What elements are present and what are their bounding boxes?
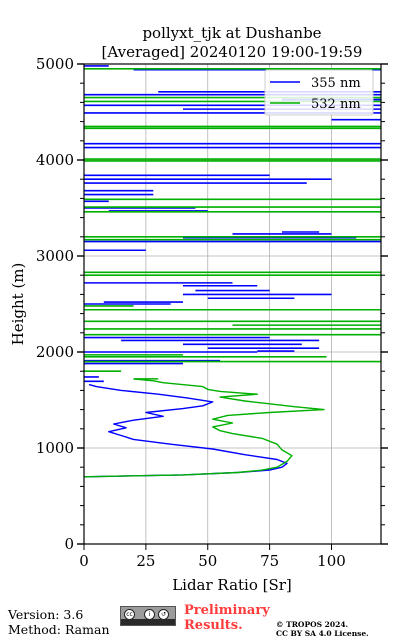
preliminary-line2: Results. — [184, 618, 243, 633]
cc-by-sa-icon: cc i ↺ — [120, 606, 176, 626]
chart-title-line1: pollyxt_tjk at Dushanbe — [142, 24, 321, 42]
x-tick-label: 0 — [79, 552, 89, 570]
series-line — [83, 383, 288, 478]
y-axis-label: Height (m) — [9, 263, 27, 346]
x-tick-label: 25 — [136, 552, 155, 570]
x-axis-label: Lidar Ratio [Sr] — [172, 576, 292, 594]
preliminary-line1: Preliminary — [184, 603, 270, 618]
method-label: Method: Raman — [8, 622, 110, 637]
y-tick-label: 0 — [64, 535, 74, 553]
x-tick-label: 100 — [317, 552, 346, 570]
y-tick-label: 2000 — [36, 343, 74, 361]
chart-title-line2: [Averaged] 20240120 19:00-19:59 — [102, 43, 363, 61]
legend-label-355: 355 nm — [311, 76, 361, 91]
y-tick-label: 5000 — [36, 55, 74, 73]
legend: 355 nm 532 nm — [264, 69, 374, 116]
copyright-line2: CC BY SA 4.0 License. — [276, 629, 369, 638]
x-tick-label: 50 — [198, 552, 217, 570]
y-tick-label: 4000 — [36, 151, 74, 169]
version-label: Version: 3.6 — [8, 607, 84, 622]
series-line — [83, 378, 325, 478]
copyright-line1: © TROPOS 2024. — [276, 620, 349, 629]
plot-area — [83, 65, 381, 478]
axes-frame — [83, 63, 382, 545]
legend-label-532: 532 nm — [311, 97, 361, 112]
series-532-nm — [83, 68, 381, 478]
y-tick-label: 1000 — [36, 439, 74, 457]
x-tick-label: 75 — [260, 552, 279, 570]
y-tick-label: 3000 — [36, 247, 74, 265]
